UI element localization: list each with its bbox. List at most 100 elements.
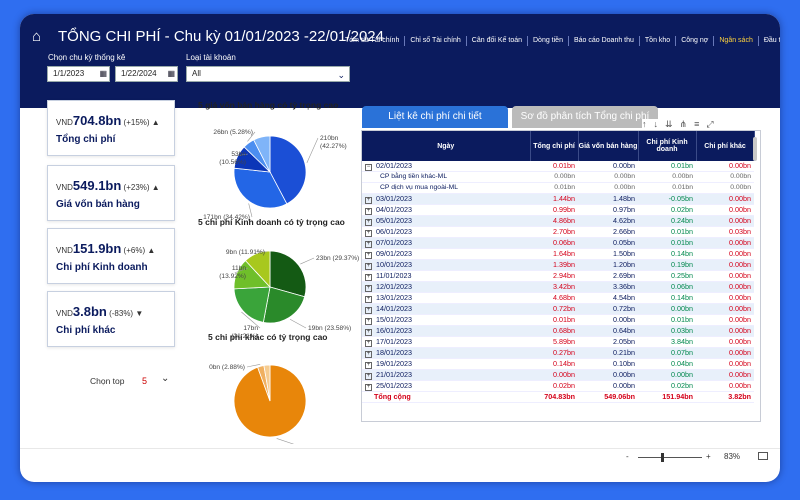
table-row[interactable]: +19/01/2023 0.14bn 0.10bn 0.04bn 0.00bn (362, 358, 754, 371)
pie-slice[interactable] (233, 167, 288, 209)
nav-item-1[interactable]: Chỉ số Tài chính (404, 36, 465, 46)
expand-icon[interactable]: + (365, 351, 372, 359)
calendar-icon[interactable]: ▦ (167, 69, 175, 78)
expand-icon[interactable]: + (365, 197, 372, 205)
expand-icon[interactable]: + (365, 230, 372, 238)
column-header[interactable]: Chi phí Kinh doanh (638, 131, 697, 161)
kpi-label: Chi phí khác (56, 325, 116, 336)
expand-icon[interactable]: + (365, 219, 372, 227)
double-arrow-down-icon[interactable]: ⇊ (665, 119, 673, 129)
nav-item-7[interactable]: Ngân sách (713, 36, 757, 46)
table-row[interactable]: +21/01/2023 0.00bn 0.00bn 0.00bn 0.00bn (362, 369, 754, 382)
zoom-slider-handle[interactable] (661, 453, 664, 462)
expand-icon[interactable]: + (365, 241, 372, 249)
nav-item-3[interactable]: Dòng tiền (527, 36, 568, 46)
collapse-icon[interactable]: − (365, 164, 372, 172)
column-header[interactable]: Giá vốn bán hàng (578, 131, 639, 161)
table-row[interactable]: +05/01/2023 4.86bn 4.62bn 0.24bn 0.00bn (362, 215, 754, 228)
expand-icon[interactable]: + (365, 362, 372, 370)
account-select[interactable]: All ⌄ (186, 66, 350, 82)
expand-icon[interactable]: + (365, 318, 372, 326)
row-label: +19/01/2023 (362, 358, 530, 371)
row-label: −02/01/2023 (362, 161, 530, 173)
table-cell: 0.00bn (696, 303, 754, 316)
pie-slice[interactable] (233, 286, 271, 323)
nav-item-5[interactable]: Tồn kho (638, 36, 675, 46)
expand-icon[interactable]: + (365, 285, 372, 293)
pie-slice[interactable] (244, 250, 271, 289)
table-row[interactable]: +12/01/2023 3.42bn 3.36bn 0.06bn 0.00bn (362, 281, 754, 294)
table-row[interactable]: +14/01/2023 0.72bn 0.72bn 0.00bn 0.00bn (362, 303, 754, 316)
table-row[interactable]: CP bằng tiền khác-ML 0.00bn 0.00bn 0.00bn 0.… (362, 171, 754, 184)
page-title: TỔNG CHI PHÍ - Chu kỳ 01/01/2023 -22/01/… (58, 28, 384, 45)
pie-slice[interactable] (253, 135, 271, 173)
nav-item-2[interactable]: Cân đối Kế toán (465, 36, 527, 46)
zoom-out-button[interactable]: - (626, 452, 629, 461)
table-cell: 0.00bn (696, 358, 754, 371)
pie-slice[interactable] (269, 250, 307, 298)
zoom-slider[interactable] (638, 457, 702, 458)
expand-icon[interactable]: + (365, 384, 372, 392)
table-cell: 0.01bn (638, 161, 696, 173)
expand-icon[interactable]: + (365, 263, 372, 271)
table-cell: 0.27bn (530, 347, 578, 360)
table-row[interactable]: +17/01/2023 5.89bn 2.05bn 3.84bn 0.00bn (362, 336, 754, 349)
table-cell: 0.00bn (696, 171, 754, 184)
zoom-in-button[interactable]: + (706, 452, 711, 461)
expand-icon[interactable]: + (365, 329, 372, 337)
expand-icon[interactable]: + (365, 274, 372, 282)
table-cell: 0.00bn (638, 369, 696, 382)
table-row[interactable]: +13/01/2023 4.68bn 4.54bn 0.14bn 0.00bn (362, 292, 754, 305)
column-header[interactable]: Ngày (362, 131, 531, 161)
expand-icon[interactable]: + (365, 208, 372, 216)
expand-icon[interactable]: + (365, 373, 372, 381)
tab-detail-list[interactable]: Liệt kê chi phí chi tiết (362, 106, 508, 128)
visual-toolbar: ↑ ↓ ⇊ ⋔ ≡ ⤢ (642, 119, 714, 130)
drill-icon[interactable]: ⋔ (679, 119, 688, 129)
table-row[interactable]: +09/01/2023 1.64bn 1.50bn 0.14bn 0.00bn (362, 248, 754, 261)
table-cell: 4.86bn (530, 215, 578, 228)
table-cell: 1.20bn (578, 259, 638, 272)
table-row[interactable]: +07/01/2023 0.06bn 0.05bn 0.01bn 0.00bn (362, 237, 754, 250)
table-row[interactable]: +11/01/2023 2.94bn 2.69bn 0.25bn 0.00bn (362, 270, 754, 283)
date-to-input[interactable]: 1/22/2024 ▦ (115, 66, 178, 82)
nav-item-8[interactable]: Đầu tư (757, 36, 780, 46)
table-row[interactable]: −02/01/2023 0.01bn 0.00bn 0.01bn 0.00bn (362, 161, 754, 173)
chevron-down-icon[interactable]: ⌄ (161, 373, 170, 384)
table-row[interactable]: +04/01/2023 0.99bn 0.97bn 0.02bn 0.00bn (362, 204, 754, 217)
table-row[interactable]: +03/01/2023 1.44bn 1.48bn -0.05bn 0.00bn (362, 193, 754, 206)
calendar-icon[interactable]: ▦ (99, 69, 107, 78)
fit-to-page-icon[interactable] (758, 452, 768, 460)
home-icon[interactable]: ⌂ (32, 28, 42, 45)
expand-icon[interactable]: + (365, 252, 372, 260)
nav-item-0[interactable]: Tóm tắt Tài chính (345, 37, 400, 44)
nav-item-4[interactable]: Báo cáo Doanh thu (567, 36, 639, 46)
date-from-input[interactable]: 1/1/2023 ▦ (47, 66, 110, 82)
kpi-label: Tổng chi phí (56, 134, 116, 145)
arrow-down-icon[interactable]: ↓ (653, 119, 659, 129)
expand-icon[interactable]: + (365, 340, 372, 348)
expand-icon[interactable]: + (365, 296, 372, 304)
focus-mode-icon[interactable]: ⤢ (706, 119, 714, 129)
column-header[interactable]: Tổng chi phí (530, 131, 579, 161)
table-cell: 4.54bn (578, 292, 638, 305)
nav-item-6[interactable]: Công nợ (675, 36, 713, 46)
pie-slice[interactable] (263, 364, 271, 402)
top-n-value[interactable]: 5 (142, 376, 148, 386)
table-row[interactable]: +15/01/2023 0.01bn 0.00bn 0.01bn 0.00bn (362, 314, 754, 327)
table-scrollbar[interactable] (753, 137, 757, 161)
expand-icon[interactable]: + (365, 307, 372, 315)
slice-label: 26bn (5.28%) (213, 129, 253, 136)
filter-icon[interactable]: ≡ (694, 119, 700, 129)
table-row[interactable]: +18/01/2023 0.27bn 0.21bn 0.07bn 0.00bn (362, 347, 754, 360)
tab-analysis-chart[interactable]: Sơ đồ phân tích Tổng chi phí (512, 106, 658, 128)
table-row[interactable]: +16/01/2023 0.68bn 0.64bn 0.03bn 0.00bn (362, 325, 754, 338)
pie-slice[interactable] (262, 286, 306, 324)
column-header[interactable]: Chi phí khác (696, 131, 755, 161)
table-row[interactable]: +10/01/2023 1.39bn 1.20bn 0.19bn 0.00bn (362, 259, 754, 272)
pie-slice[interactable] (269, 135, 307, 205)
table-row[interactable]: +25/01/2023 0.02bn 0.00bn 0.02bn 0.00bn (362, 380, 754, 393)
table-row[interactable]: CP dịch vụ mua ngoài-ML 0.01bn 0.00bn 0.01b… (362, 182, 754, 195)
table-row[interactable]: +06/01/2023 2.70bn 2.66bn 0.01bn 0.03bn (362, 226, 754, 239)
arrow-up-icon[interactable]: ↑ (642, 119, 647, 129)
